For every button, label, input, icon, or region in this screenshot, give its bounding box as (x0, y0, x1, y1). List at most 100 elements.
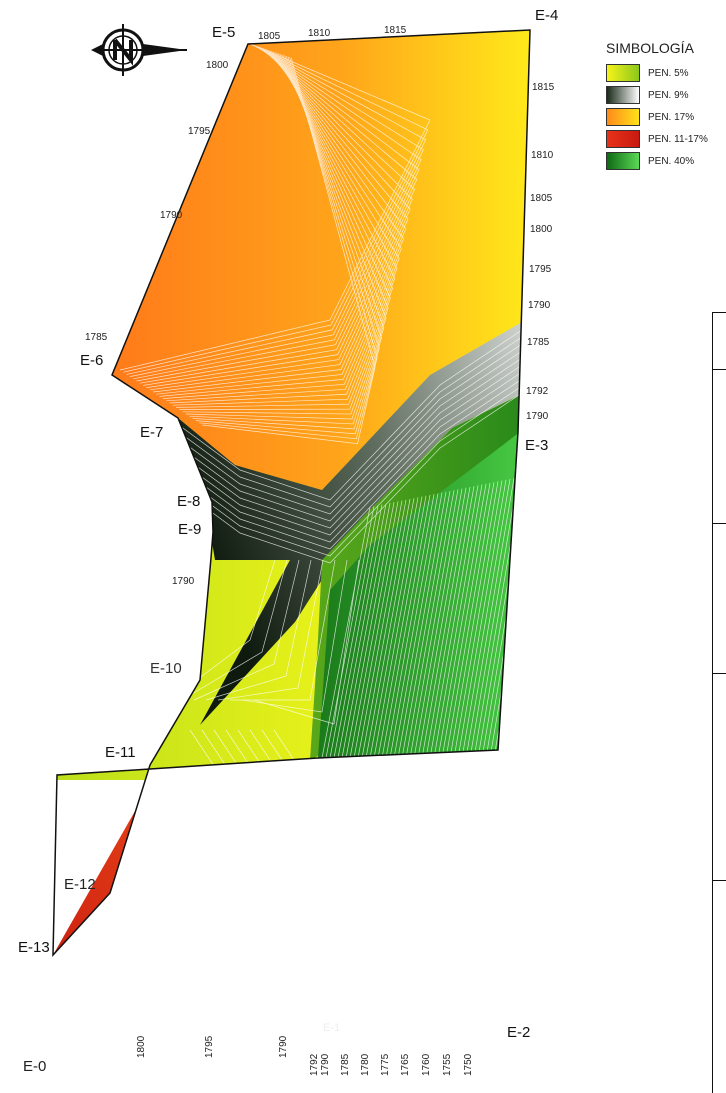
contour-line (149, 48, 411, 391)
legend-item-pen-40: PEN. 40% (606, 152, 726, 170)
contour-line (353, 500, 403, 759)
contour-line (421, 486, 471, 759)
elev-top-1805: 1805 (258, 31, 281, 42)
elev-left-1790: 1790 (160, 210, 183, 221)
contour-line (74, 898, 231, 955)
point-e11: E-11 (105, 744, 136, 761)
elev-right-1810: 1810 (531, 150, 554, 161)
contour-line (182, 54, 389, 415)
point-e1: E-1 (323, 1022, 341, 1034)
contour-line (126, 44, 427, 375)
legend: SIMBOLOGÍA PEN. 5% PEN. 9% PEN. 17% PEN.… (606, 40, 726, 174)
elev-bottom-1792: 1792 (309, 1053, 320, 1076)
elev-left-1800: 1800 (206, 60, 229, 71)
elev-right-1790: 1790 (528, 300, 551, 311)
contour-line (159, 50, 404, 397)
contour-line (409, 489, 459, 759)
contour-line (393, 492, 443, 759)
legend-swatch (606, 86, 640, 104)
elev-bottom-1760: 1760 (421, 1053, 432, 1076)
contour-line (146, 48, 413, 388)
point-e4: E-4 (535, 7, 559, 24)
elev-bottom-1790b: 1790 (320, 1053, 331, 1076)
point-e8: E-8 (177, 493, 201, 510)
frame-divider (713, 523, 726, 524)
contour-line (373, 496, 423, 759)
point-e0: E-0 (23, 1058, 47, 1075)
contour-line (413, 488, 463, 759)
contour-line (192, 55, 382, 430)
point-e6: E-6 (80, 352, 104, 369)
region-pen-17 (112, 30, 530, 490)
elev-bottom-1800: 1800 (136, 1035, 147, 1058)
contour-line (114, 329, 523, 501)
contour-line (429, 485, 479, 759)
elev-bottom-1780: 1780 (360, 1053, 371, 1076)
contour-line (469, 477, 519, 759)
point-e7: E-7 (140, 424, 164, 441)
legend-swatch (606, 108, 640, 126)
contour-line (119, 43, 431, 371)
legend-item-pen-11-17: PEN. 11-17% (606, 130, 726, 148)
contour-line (357, 499, 407, 759)
contour-line (361, 498, 411, 759)
contour-line (377, 495, 427, 759)
contour-line (321, 506, 371, 759)
contour-line (185, 54, 387, 420)
point-e10: E-10 (150, 660, 182, 677)
legend-item-pen-17: PEN. 17% (606, 108, 726, 126)
contour-line (425, 486, 475, 759)
elev-bottom-1775: 1775 (380, 1053, 391, 1076)
contour-line (337, 503, 387, 759)
contour-line (129, 45, 424, 377)
contour-line (461, 478, 511, 759)
legend-swatch (606, 152, 640, 170)
contour-line (139, 47, 418, 384)
legend-swatch (606, 130, 640, 148)
contour-line (441, 482, 491, 759)
elev-right-1785: 1785 (527, 337, 550, 348)
frame-divider (713, 673, 726, 674)
elev-right-1792: 1792 (526, 386, 549, 397)
contour-line (445, 482, 495, 759)
contour-line (88, 921, 237, 955)
contour-line (189, 55, 385, 425)
contour-line (365, 498, 415, 759)
contour-line (349, 501, 399, 759)
contour-line (77, 907, 229, 955)
elev-left-1785: 1785 (85, 332, 108, 343)
contour-line (405, 490, 455, 759)
elev-top-1810: 1810 (308, 28, 331, 39)
legend-swatch (606, 64, 640, 82)
contour-line (385, 494, 435, 759)
elev-left-1790b: 1790 (172, 576, 195, 587)
elev-bottom-1755: 1755 (442, 1053, 453, 1076)
contour-line (195, 56, 380, 435)
parcel-outline (52, 29, 531, 957)
point-e2: E-2 (507, 1024, 531, 1041)
legend-title: SIMBOLOGÍA (606, 40, 694, 56)
elev-right-1815: 1815 (532, 82, 555, 93)
contour-line (325, 506, 375, 759)
legend-label: PEN. 5% (648, 67, 689, 79)
point-e9: E-9 (178, 521, 202, 538)
point-e13: E-13 (18, 939, 50, 956)
elev-right-1800: 1800 (530, 224, 553, 235)
contour-line (345, 502, 395, 759)
contour-line (333, 504, 383, 759)
contour-line (202, 57, 376, 445)
contour-line (169, 52, 398, 404)
legend-label: PEN. 9% (648, 89, 689, 101)
contour-line (179, 53, 391, 410)
contour-line (417, 487, 467, 759)
contour-line (81, 917, 226, 955)
contour-line (95, 911, 261, 955)
contour-line (162, 50, 402, 399)
elev-bottom-1750: 1750 (463, 1053, 474, 1076)
contour-line (114, 350, 523, 522)
contour-line (133, 45, 422, 380)
contour-line (176, 53, 393, 408)
contour-line (389, 493, 439, 759)
contour-line (114, 343, 523, 515)
elev-right-1795: 1795 (529, 264, 552, 275)
